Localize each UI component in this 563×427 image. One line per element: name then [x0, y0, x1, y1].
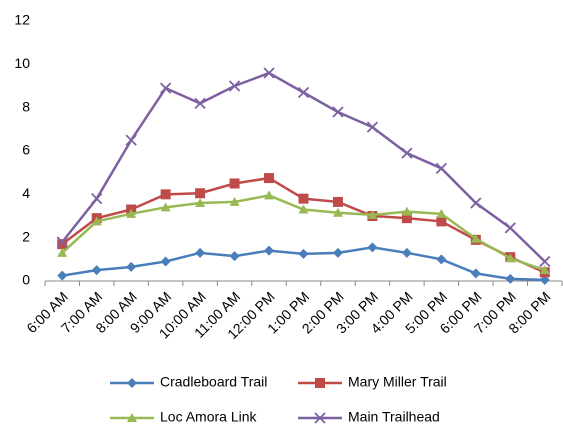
point — [367, 209, 378, 219]
point — [401, 206, 412, 216]
point — [505, 273, 516, 284]
legend-label: Cradleboard Trail — [160, 374, 267, 390]
legend-label: Main Trailhead — [348, 409, 440, 425]
point — [332, 196, 343, 207]
point — [127, 413, 137, 422]
point — [332, 106, 344, 118]
point — [264, 245, 275, 256]
point — [126, 208, 137, 218]
point — [160, 189, 171, 200]
series-line — [61, 71, 546, 263]
point — [435, 162, 448, 174]
point — [297, 86, 310, 99]
point — [57, 247, 68, 257]
point — [436, 208, 447, 218]
point — [195, 247, 206, 258]
legend-label: Loc Amora Link — [160, 409, 257, 425]
point — [505, 253, 516, 263]
point — [57, 270, 68, 281]
point — [539, 265, 550, 275]
point — [401, 213, 412, 224]
point — [298, 193, 309, 204]
point — [91, 216, 102, 226]
point — [263, 67, 275, 79]
y-tick-label: 12 — [14, 12, 30, 28]
point — [332, 207, 343, 217]
y-tick-label: 2 — [22, 228, 30, 244]
point — [195, 198, 206, 207]
point — [229, 251, 240, 262]
point — [126, 261, 137, 272]
y-tick-label: 8 — [22, 98, 30, 114]
y-tick-label: 6 — [22, 142, 30, 158]
y-tick-label: 10 — [14, 55, 30, 71]
point — [470, 197, 482, 209]
point — [315, 378, 325, 388]
point — [367, 242, 378, 253]
point — [401, 147, 413, 159]
point — [56, 236, 68, 248]
point — [539, 255, 551, 268]
point — [194, 97, 206, 109]
point — [91, 193, 103, 205]
point — [539, 274, 550, 285]
point — [366, 121, 379, 133]
point — [159, 82, 172, 94]
point — [125, 134, 137, 146]
point — [160, 202, 171, 212]
point — [264, 190, 275, 200]
point — [470, 233, 481, 243]
point — [436, 254, 447, 265]
point — [264, 173, 275, 184]
point — [91, 265, 102, 276]
point — [195, 188, 206, 199]
legend-label: Mary Miller Trail — [348, 374, 447, 390]
y-tick-label: 0 — [22, 272, 30, 288]
y-tick-label: 4 — [22, 185, 30, 201]
point — [160, 256, 171, 267]
point — [229, 196, 240, 206]
point — [332, 247, 343, 258]
point — [229, 178, 240, 189]
point — [436, 216, 447, 227]
point — [314, 412, 326, 424]
point — [57, 239, 68, 250]
point — [401, 247, 412, 258]
point — [228, 80, 241, 92]
point — [470, 268, 481, 279]
point — [504, 222, 516, 234]
point — [127, 378, 137, 388]
point — [298, 204, 309, 214]
point — [298, 248, 309, 259]
